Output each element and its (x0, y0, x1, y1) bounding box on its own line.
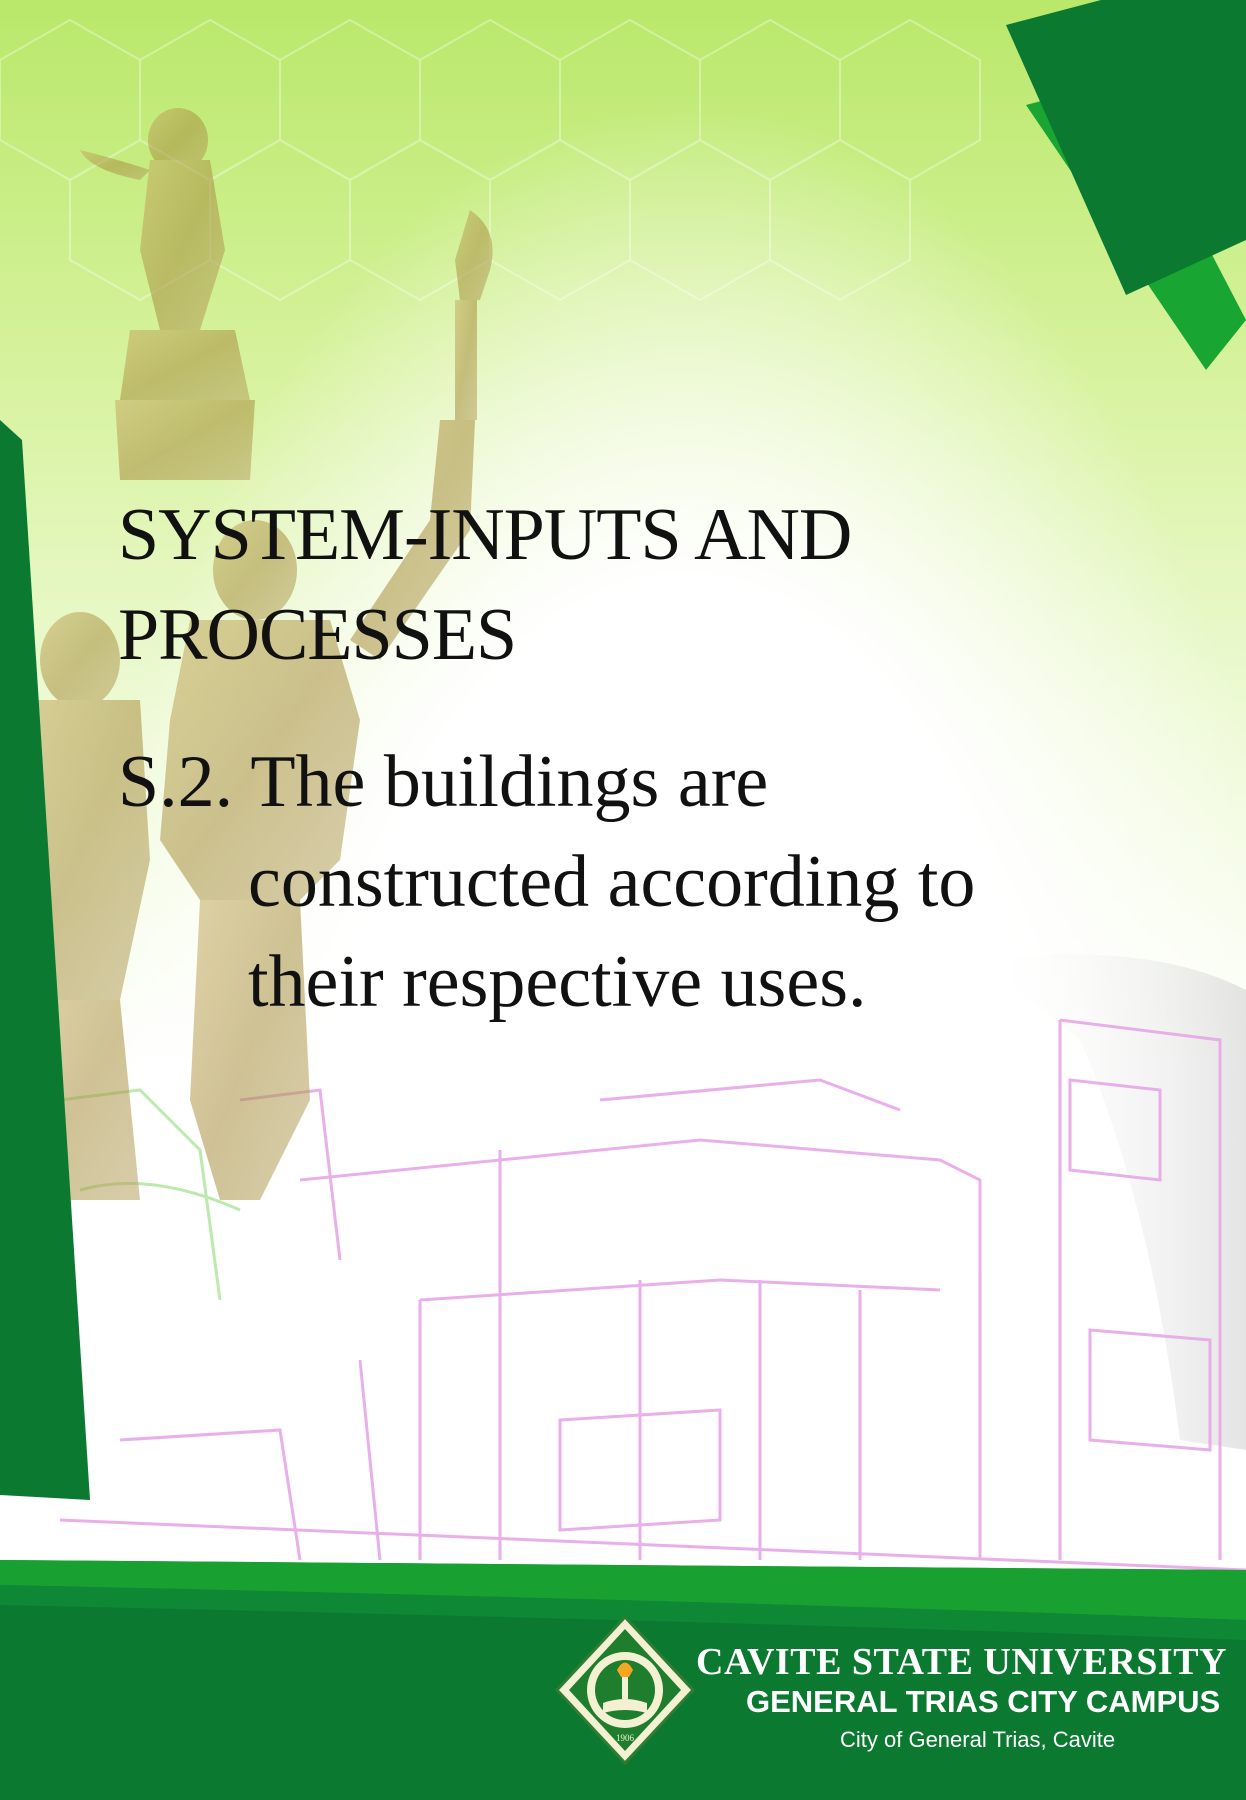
campus-name: GENERAL TRIAS CITY CAMPUS (746, 1684, 1221, 1719)
statue-illustration (10, 108, 493, 1200)
item-text-line-3: their respective uses. (248, 941, 867, 1023)
item-text-line-2: constructed according to (248, 841, 976, 923)
university-name: CAVITE STATE UNIVERSITY (696, 1641, 1227, 1683)
seal-year: 1906 (616, 1733, 635, 1743)
left-green-band (0, 420, 90, 1500)
university-seal-logo: 1906 (555, 1615, 695, 1765)
slide-body: S.2. The buildings are constructed accor… (118, 732, 1118, 1032)
campus-location: City of General Trias, Cavite (840, 1727, 1116, 1752)
body-line-1: S.2. The buildings are (118, 732, 1118, 832)
corner-green-shapes (1006, 0, 1246, 370)
item-text-line-1: The buildings are (250, 741, 769, 823)
item-number: S.2. (118, 741, 234, 823)
slide-heading: SYSTEM-INPUTS AND PROCESSES (118, 494, 852, 676)
